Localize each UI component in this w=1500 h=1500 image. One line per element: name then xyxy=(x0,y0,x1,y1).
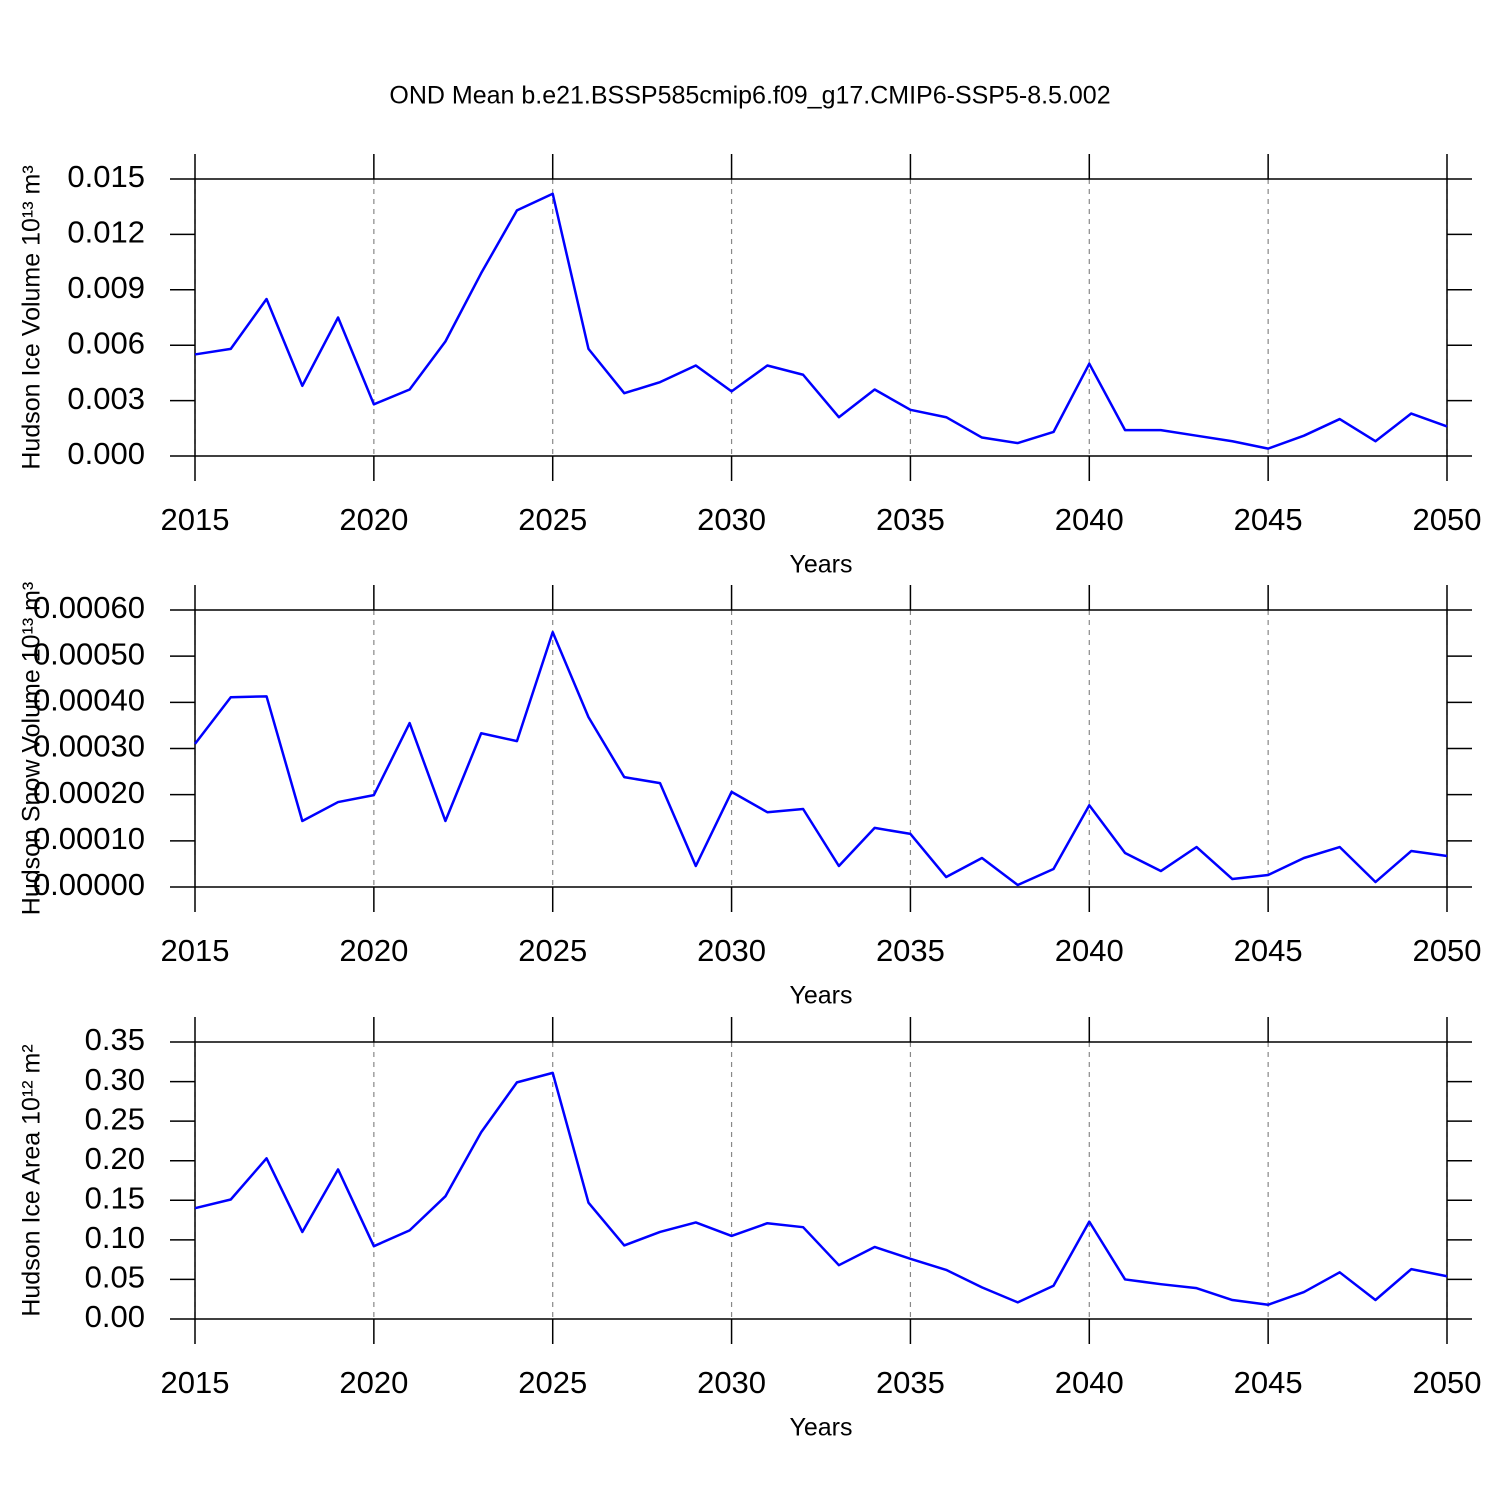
x-tick-label: 2015 xyxy=(161,1365,230,1400)
x-axis-label: Years xyxy=(789,982,852,1010)
x-tick-label: 2020 xyxy=(339,502,408,537)
y-axis-label: Hudson Ice Volume 10¹³ m³ xyxy=(18,165,46,469)
plot-frame xyxy=(194,609,1448,888)
x-tick-label: 2045 xyxy=(1234,1365,1303,1400)
x-tick-label: 2030 xyxy=(697,933,766,968)
x-axis-label: Years xyxy=(789,1414,852,1442)
y-tick-label: 0.00 xyxy=(85,1299,145,1334)
y-tick-label: 0.00020 xyxy=(33,775,145,810)
x-tick-label: 2030 xyxy=(697,1365,766,1400)
y-tick-label: 0.05 xyxy=(85,1260,145,1295)
y-tick-label: 0.009 xyxy=(67,270,145,305)
x-tick-label: 2020 xyxy=(339,933,408,968)
y-axis-label: Hudson Snow Volume 10¹³ m³ xyxy=(18,582,46,915)
y-tick-label: 0.10 xyxy=(85,1220,145,1255)
y-tick-label: 0.00050 xyxy=(33,636,145,671)
x-tick-label: 2025 xyxy=(518,502,587,537)
y-tick-label: 0.00010 xyxy=(33,821,145,856)
y-tick-label: 0.15 xyxy=(85,1180,145,1215)
y-axis-label: Hudson Ice Area 10¹² m² xyxy=(18,1044,46,1316)
x-tick-label: 2020 xyxy=(339,1365,408,1400)
x-tick-label: 2035 xyxy=(876,933,945,968)
y-tick-label: 0.006 xyxy=(67,325,145,360)
x-tick-label: 2050 xyxy=(1413,502,1482,537)
x-tick-label: 2035 xyxy=(876,1365,945,1400)
x-tick-label: 2045 xyxy=(1234,933,1303,968)
y-tick-label: 0.35 xyxy=(85,1022,145,1057)
x-tick-label: 2025 xyxy=(518,1365,587,1400)
y-tick-label: 0.20 xyxy=(85,1141,145,1176)
y-tick-label: 0.00060 xyxy=(33,590,145,625)
x-tick-label: 2050 xyxy=(1413,933,1482,968)
x-tick-label: 2040 xyxy=(1055,502,1124,537)
x-tick-label: 2030 xyxy=(697,502,766,537)
data-line xyxy=(194,192,1448,450)
y-tick-label: 0.00030 xyxy=(33,729,145,764)
x-tick-label: 2035 xyxy=(876,502,945,537)
x-tick-label: 2025 xyxy=(518,933,587,968)
y-tick-label: 0.00040 xyxy=(33,683,145,718)
x-tick-label: 2045 xyxy=(1234,502,1303,537)
data-line xyxy=(194,630,1448,887)
x-tick-label: 2040 xyxy=(1055,933,1124,968)
data-line xyxy=(194,1071,1448,1306)
x-tick-label: 2040 xyxy=(1055,1365,1124,1400)
x-tick-label: 2015 xyxy=(161,933,230,968)
y-tick-label: 0.30 xyxy=(85,1062,145,1097)
y-tick-label: 0.015 xyxy=(67,159,145,194)
figure-title: OND Mean b.e21.BSSP585cmip6.f09_g17.CMIP… xyxy=(389,82,1110,110)
y-tick-label: 0.00000 xyxy=(33,867,145,902)
x-tick-label: 2015 xyxy=(161,502,230,537)
y-tick-label: 0.003 xyxy=(67,381,145,416)
y-tick-label: 0.25 xyxy=(85,1101,145,1136)
plot-frame xyxy=(194,178,1448,457)
x-tick-label: 2050 xyxy=(1413,1365,1482,1400)
plot-frame xyxy=(194,1041,1448,1320)
x-axis-label: Years xyxy=(789,551,852,579)
y-tick-label: 0.012 xyxy=(67,215,145,250)
y-tick-label: 0.000 xyxy=(67,436,145,471)
